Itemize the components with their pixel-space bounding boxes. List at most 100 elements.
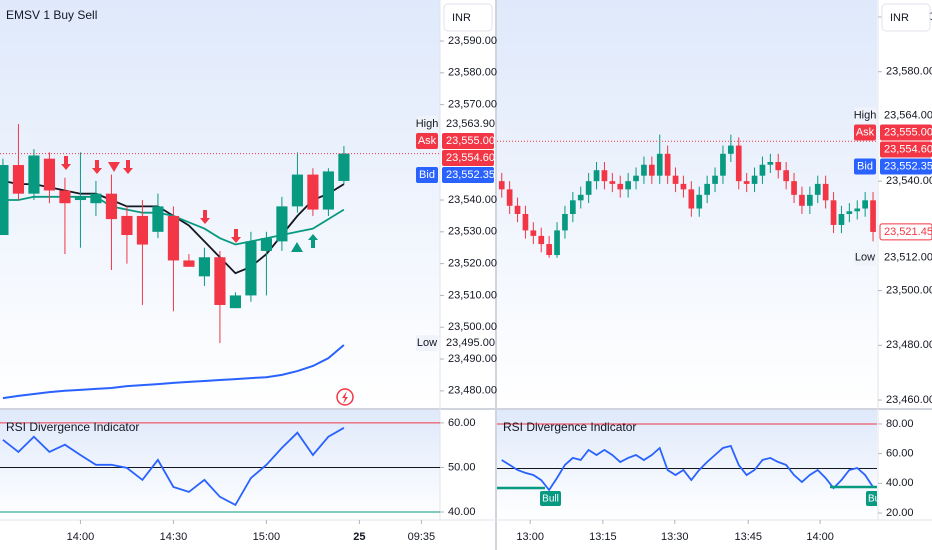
sell-arrow [123, 160, 133, 174]
candle-body [121, 215, 133, 236]
panel-divider [495, 0, 497, 550]
candle-body [593, 170, 600, 182]
candle-body [276, 206, 288, 242]
y-tick-label: 60.00 [886, 448, 914, 460]
price-label-name-box [416, 116, 438, 133]
y-tick-label: 60.00 [448, 417, 476, 429]
price-label-box [442, 150, 494, 167]
sell-arrow [92, 160, 102, 174]
x-tick-label: 09:35 [408, 531, 436, 543]
candle-body [577, 194, 584, 201]
price-label-name-box [416, 167, 438, 184]
right-plot-bg [497, 0, 877, 408]
currency-label: INR [890, 12, 909, 24]
price-label-box [880, 141, 932, 158]
price-label: 23,563.90 [446, 118, 495, 130]
x-tick-label: 15:00 [253, 531, 281, 543]
price-label: 23,555.00 [446, 135, 495, 147]
candle-body [838, 213, 845, 225]
candle-body [656, 153, 663, 176]
candle-body [791, 181, 797, 195]
price-label-name: Ask [418, 135, 437, 147]
x-tick-label: 25 [353, 531, 365, 543]
left-plot-bg [0, 0, 440, 408]
y-tick-label: 23,510.00 [448, 289, 497, 301]
price-label-name-box [854, 158, 876, 175]
candle-body [538, 235, 545, 245]
candle-body [799, 194, 805, 206]
currency-button[interactable] [443, 3, 493, 32]
candle-body [775, 161, 782, 171]
indicator-title: RSI Divergence Indicator [503, 420, 636, 434]
price-label: 23,552.35 [884, 160, 932, 172]
y-tick-label: 23,540.00 [448, 194, 497, 206]
y-tick-label: 40.00 [886, 477, 914, 489]
candle-body [59, 190, 71, 204]
signals [61, 156, 318, 252]
alert-icon[interactable] [336, 388, 354, 406]
y-tick-label: 23,460.00 [886, 394, 932, 406]
x-tick-label: 14:00 [67, 531, 95, 543]
sell-arrow [231, 229, 241, 243]
price-label-box [442, 133, 494, 150]
price-label: 23,554.60 [884, 143, 932, 155]
y-tick-label: 40.00 [448, 506, 476, 518]
candle-body [649, 164, 655, 176]
candle-body [514, 205, 521, 214]
candle-body [807, 194, 813, 206]
y-tick-label: 23,520.00 [448, 258, 497, 270]
candle-body [743, 181, 750, 184]
price-label-name: High [854, 109, 877, 121]
candle-body [585, 181, 592, 195]
candle-body [633, 175, 639, 182]
price-label-box [442, 167, 494, 184]
candle-body [136, 215, 149, 245]
candle-body [90, 193, 102, 204]
candle-body [245, 241, 257, 296]
candle-body [322, 171, 334, 210]
candle-body [712, 175, 718, 184]
candle-body [767, 161, 774, 165]
bull-label-box [540, 491, 561, 506]
alert-bolt[interactable] [342, 391, 348, 404]
candle-body [783, 170, 789, 182]
price-label-name-box [854, 124, 876, 141]
price-label-box [879, 223, 932, 241]
candle-body [870, 200, 876, 232]
y-tick-label: 23,580.00 [448, 67, 497, 79]
candle-body [260, 238, 272, 251]
price-label-name: Low [855, 252, 875, 264]
price-label-name-box [854, 249, 876, 266]
candle-body [498, 181, 505, 190]
candle-body [751, 175, 758, 184]
candle-body [0, 165, 9, 236]
candle-body [569, 200, 576, 214]
candle-body [688, 189, 695, 209]
y-tick-label: 20.00 [886, 507, 914, 519]
candle-body [307, 174, 319, 210]
bull-label-clip: Bu [866, 491, 880, 506]
price-label-name: High [416, 118, 439, 130]
y-tick-label: 23,480.00 [448, 385, 497, 397]
price-label-box [880, 158, 932, 175]
x-tick-label: 13:00 [516, 531, 544, 543]
bull-label: Bu [868, 494, 880, 505]
x-tick-label: 14:00 [806, 531, 834, 543]
candle-body [28, 155, 40, 194]
candle-body [862, 200, 868, 209]
y-tick-label: 23,580.00 [886, 66, 932, 78]
candle-body [167, 215, 180, 261]
x-tick-label: 13:30 [661, 531, 689, 543]
currency-button[interactable] [881, 3, 931, 32]
y-tick-label: 23,480.00 [886, 339, 932, 351]
candle-body [728, 145, 734, 154]
candle-body [183, 260, 195, 267]
y-tick-label: 23,590.00 [448, 35, 497, 47]
candle-body [680, 183, 687, 190]
y-tick-label: 23,570.00 [448, 99, 497, 111]
candle-body [530, 230, 537, 236]
price-label-name: Low [417, 337, 437, 349]
price-label: 23,512.00 [884, 252, 932, 264]
buy-arrow [308, 234, 318, 248]
sell-arrow [61, 156, 71, 170]
